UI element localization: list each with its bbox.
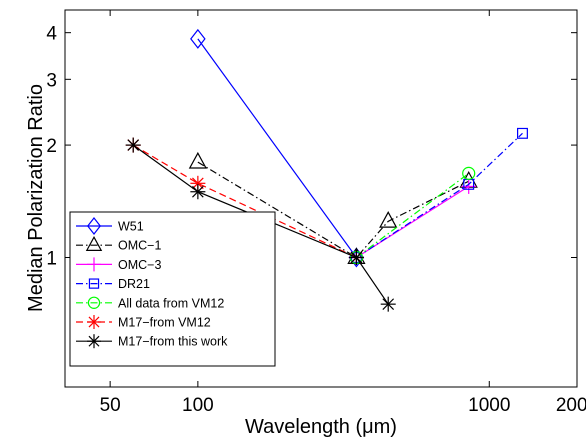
- legend-label: W51: [118, 220, 144, 234]
- axis-layer: 50 100 1000 2000 1 2 3 4: [46, 10, 586, 416]
- legend-item: M17−from this work: [76, 334, 228, 349]
- x-axis-title: Wavelength (μm): [245, 416, 397, 438]
- data-point: [380, 296, 396, 312]
- x-tick-label: 100: [182, 395, 214, 416]
- legend-label: All data from VM12: [118, 296, 224, 310]
- legend-marker: [87, 296, 101, 309]
- y-tick-label: 2: [46, 136, 57, 157]
- legend-label: M17−from this work: [118, 335, 228, 349]
- legend-item: DR21: [76, 277, 150, 291]
- data-point: [188, 151, 207, 169]
- legend-marker: [88, 278, 100, 289]
- data-point: [379, 211, 398, 228]
- x-tick-label: 2000: [556, 395, 586, 416]
- legend-item: M17−from VM12: [76, 315, 211, 330]
- legend-marker: [87, 315, 101, 329]
- legend-marker: [86, 217, 102, 235]
- series-6: [125, 137, 396, 312]
- x-tick-label: 50: [100, 395, 121, 416]
- legend-item: W51: [76, 217, 144, 235]
- legend: W51 OMC−1 OMC−3 DR21 All data from VM12 M17−f…: [76, 217, 228, 349]
- series-line: [356, 185, 470, 259]
- data-point: [190, 28, 206, 49]
- series-layer: [125, 28, 528, 312]
- y-tick-label: 4: [46, 24, 57, 45]
- legend-item: All data from VM12: [76, 296, 224, 310]
- legend-label: M17−from VM12: [118, 316, 211, 330]
- y-tick-label: 3: [46, 70, 57, 91]
- series-line: [197, 38, 357, 258]
- legend-item: OMC−3: [76, 257, 161, 272]
- series-line: [132, 144, 389, 305]
- series-line: [197, 161, 469, 259]
- x-tick-label: 1000: [468, 395, 510, 416]
- legend-label: OMC−1: [118, 239, 161, 253]
- legend-box: [69, 211, 276, 367]
- legend-label: DR21: [118, 277, 150, 291]
- legend-item: OMC−1: [76, 235, 161, 253]
- series-line: [132, 144, 357, 259]
- legend-marker: [87, 257, 101, 272]
- data-point: [125, 137, 141, 153]
- data-point: [190, 184, 206, 200]
- data-point: [190, 175, 206, 191]
- legend-marker: [85, 235, 103, 251]
- legend-label: OMC−3: [118, 258, 161, 272]
- data-point: [348, 249, 364, 265]
- y-axis-title: Median Polarization Ratio: [25, 84, 47, 312]
- series-line: [356, 132, 523, 258]
- series-line: [356, 172, 470, 258]
- y-tick-label: 1: [46, 248, 57, 269]
- data-point: [517, 127, 528, 139]
- legend-marker: [87, 334, 101, 349]
- data-point: [462, 166, 476, 180]
